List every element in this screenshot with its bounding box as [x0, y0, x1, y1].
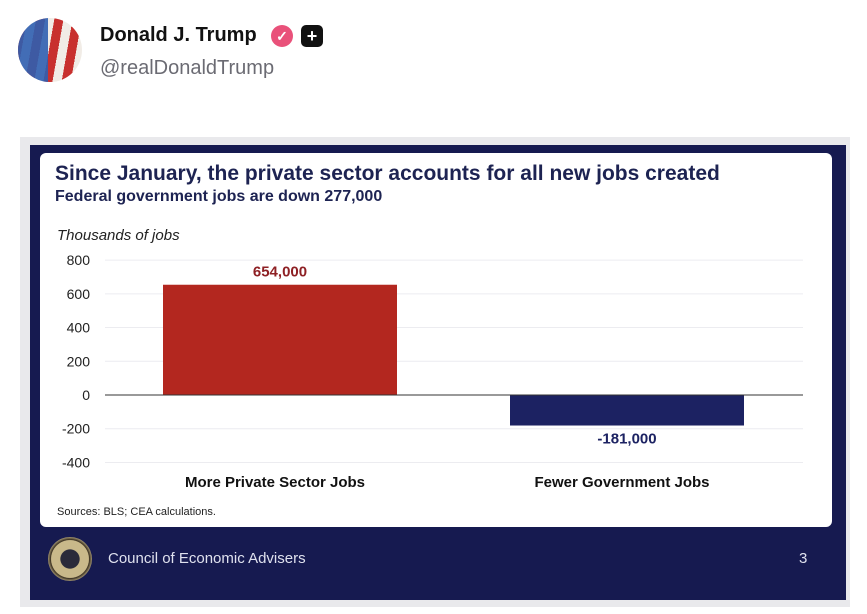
y-tick-label: 600: [67, 286, 91, 302]
bar-1: [163, 284, 397, 395]
y-tick-label: 200: [67, 353, 91, 369]
slide-subtitle: Federal government jobs are down 277,000: [55, 188, 383, 205]
y-tick-label: 800: [67, 252, 91, 268]
cea-seal-icon: [48, 537, 92, 581]
y-axis-label: Thousands of jobs: [57, 227, 180, 244]
y-tick-label: -400: [62, 454, 90, 470]
y-tick-label: -200: [62, 421, 90, 437]
verified-badge-icon: ✓: [271, 25, 293, 47]
y-tick-label: 0: [82, 387, 90, 403]
avatar[interactable]: [18, 18, 82, 82]
footer-org: Council of Economic Advisers: [108, 550, 306, 567]
author-name[interactable]: Donald J. Trump: [100, 24, 257, 46]
author-handle[interactable]: @realDonaldTrump: [100, 57, 275, 79]
x-tick-label: Fewer Government Jobs: [534, 474, 709, 491]
bar-2: [510, 395, 744, 426]
slide-title: Since January, the private sector accoun…: [55, 162, 720, 185]
y-tick-label: 400: [67, 320, 91, 336]
x-tick-label: More Private Sector Jobs: [185, 474, 365, 491]
plus-badge-icon: +: [301, 25, 323, 47]
sources-note: Sources: BLS; CEA calculations.: [57, 506, 216, 518]
data-label: 654,000: [253, 264, 307, 281]
page-number: 3: [799, 550, 808, 567]
data-label: -181,000: [597, 431, 656, 448]
